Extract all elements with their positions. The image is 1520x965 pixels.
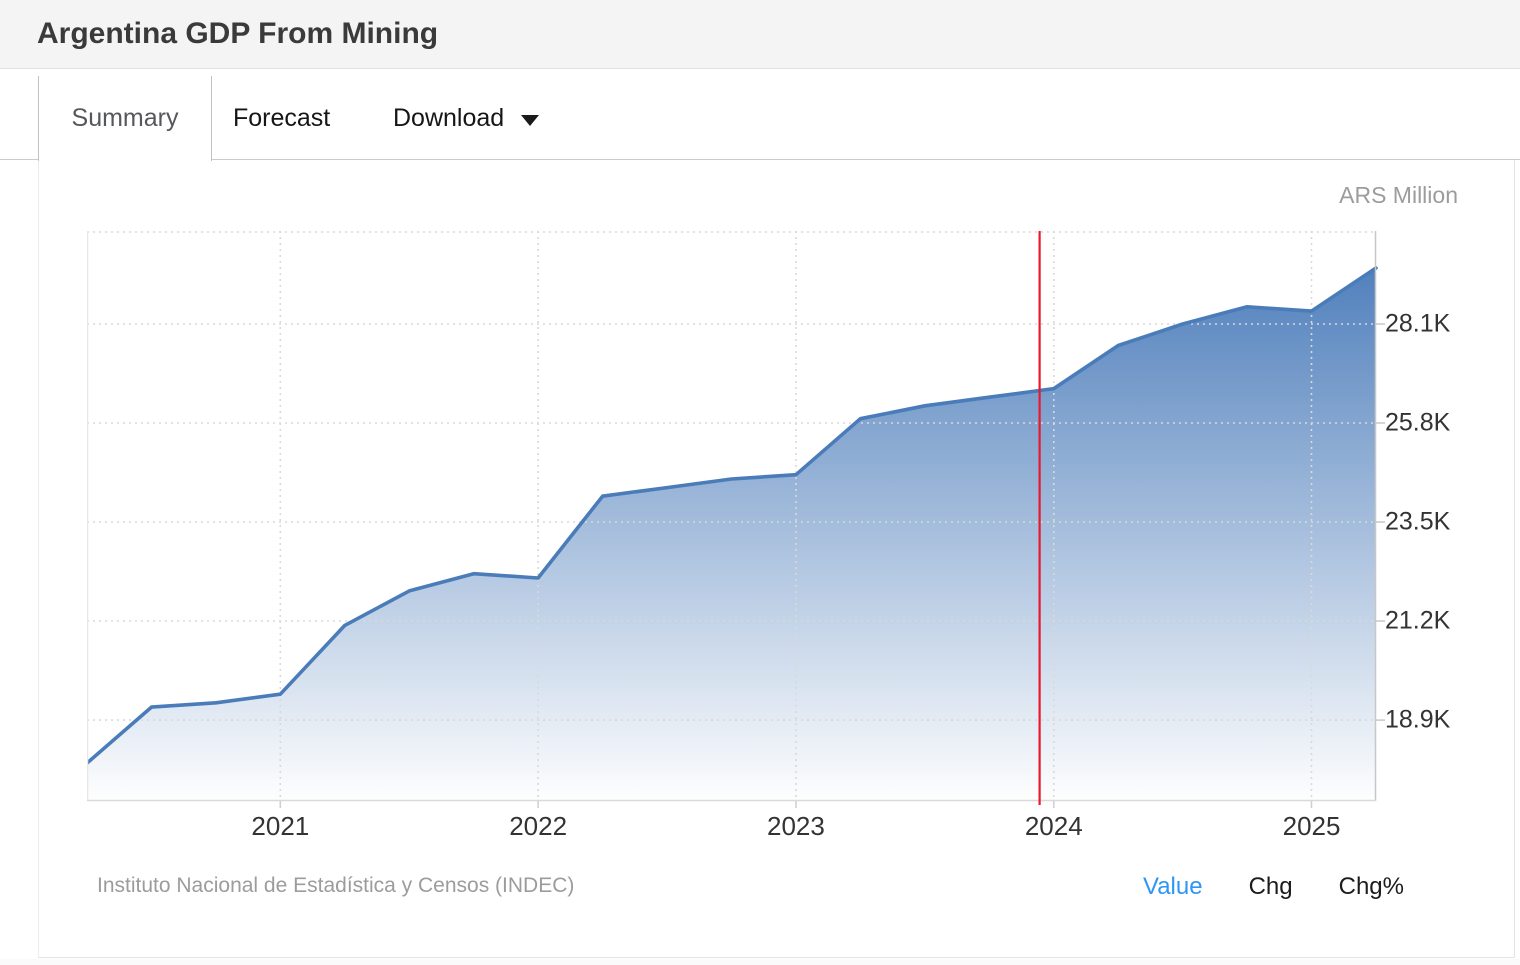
x-axis-tick-label: 2024 — [1024, 811, 1083, 841]
page-title: Argentina GDP From Mining — [37, 17, 439, 50]
chg-percent-link[interactable]: Chg% — [1338, 873, 1404, 900]
tab-download-label: Download — [393, 104, 505, 132]
unit-label: ARS Million — [1339, 182, 1458, 208]
tab-forecast-label: Forecast — [233, 104, 331, 132]
series-mode-links: Value Chg Chg% — [1143, 873, 1404, 901]
page-background-strip — [0, 959, 1520, 965]
tab-summary[interactable]: Summary — [38, 76, 212, 161]
y-axis-tick-label: 25.8K — [1385, 408, 1451, 437]
gridlines — [87, 231, 1376, 801]
y-axis-tick-label: 28.1K — [1385, 309, 1451, 338]
tab-download[interactable]: Download — [393, 76, 540, 161]
chevron-down-icon — [521, 115, 540, 126]
series-line — [87, 266, 1378, 765]
chg-link[interactable]: Chg — [1248, 873, 1293, 900]
value-link[interactable]: Value — [1142, 873, 1203, 900]
plot-frame — [87, 231, 1385, 808]
y-axis-tick-label: 23.5K — [1385, 507, 1451, 536]
area-fill — [87, 268, 1376, 801]
y-axis-tick-label: 18.9K — [1385, 705, 1451, 734]
panel-outline — [38, 160, 1515, 958]
y-axis-tick-label: 21.2K — [1385, 606, 1451, 635]
title-strip: Argentina GDP From Mining — [0, 0, 1520, 69]
x-axis-tick-label: 2025 — [1282, 811, 1341, 841]
x-axis-tick-label: 2023 — [767, 811, 825, 841]
x-axis-tick-label: 2022 — [509, 811, 568, 841]
gdp-area-chart[interactable] — [87, 231, 1387, 809]
tab-summary-label: Summary — [71, 104, 179, 132]
tab-forecast[interactable]: Forecast — [233, 76, 330, 161]
tab-bar-divider — [0, 159, 1520, 160]
source-attribution: Instituto Nacional de Estadística y Cens… — [97, 874, 575, 897]
x-axis-tick-label: 2021 — [251, 811, 310, 841]
